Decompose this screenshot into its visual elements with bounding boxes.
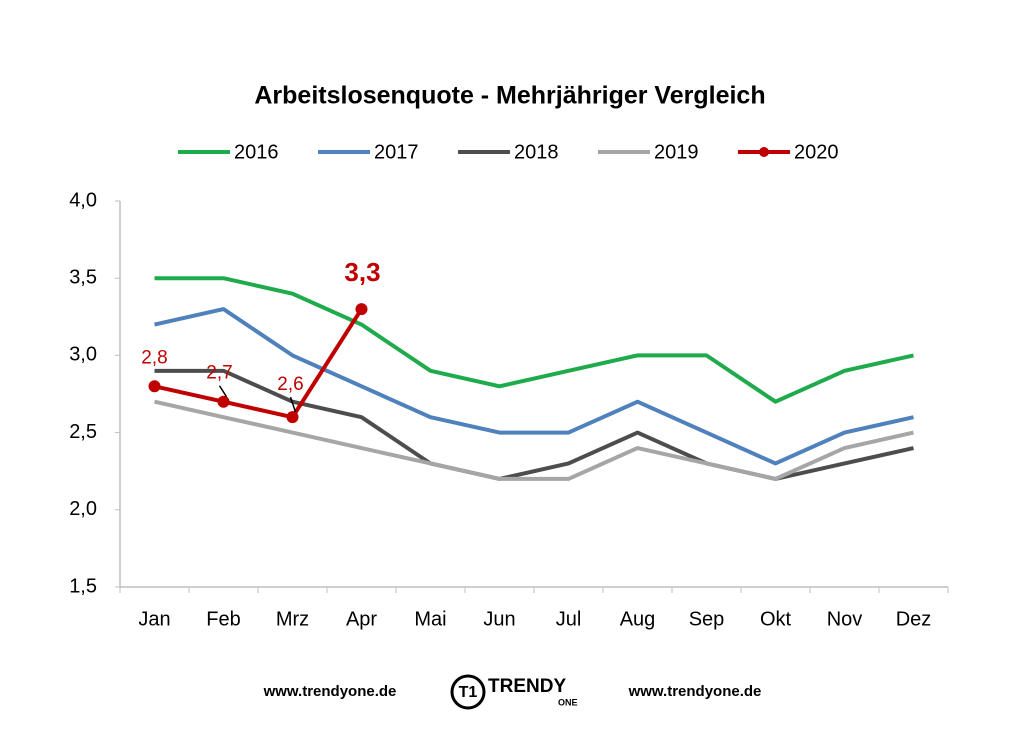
data-label: 3,3 [344, 257, 380, 287]
x-tick-label: Jan [138, 608, 170, 630]
logo-mark: T1 [459, 684, 478, 701]
chart-title: Arbeitslosenquote - Mehrjähriger Verglei… [254, 82, 765, 110]
x-tick-label: Jul [556, 608, 582, 630]
data-label: 2,8 [141, 347, 167, 368]
y-tick-label: 4,0 [69, 189, 97, 211]
x-tick-label: Okt [760, 608, 792, 630]
y-tick-label: 2,5 [69, 421, 97, 443]
series-line [154, 368, 914, 481]
legend-marker [759, 147, 769, 157]
series-line [154, 307, 914, 466]
x-tick-label: Mai [414, 608, 446, 630]
logo-text: TRENDY [488, 676, 566, 697]
x-tick-label: Mrz [276, 608, 309, 630]
x-tick-label: Dez [896, 608, 932, 630]
x-tick-label: Aug [620, 608, 656, 630]
x-tick-label: Feb [206, 608, 240, 630]
point [148, 380, 161, 393]
legend-label: 2017 [374, 141, 419, 163]
x-tick-label: Nov [827, 608, 863, 630]
logo-sub: ONE [558, 697, 578, 707]
data-label: 2,7 [206, 363, 232, 384]
point [355, 303, 368, 316]
footer-link: www.trendyone.de [628, 683, 762, 700]
x-tick-label: Sep [689, 608, 725, 630]
point [286, 411, 299, 424]
legend-label: 2020 [794, 141, 839, 163]
footer: www.trendyone.de T1 TRENDY ONE www.trend… [263, 674, 762, 710]
y-tick-label: 3,5 [69, 266, 97, 288]
legend-label: 2019 [654, 141, 699, 163]
y-tick-label: 2,0 [69, 498, 97, 520]
point [217, 395, 230, 408]
y-tick-label: 1,5 [69, 575, 97, 597]
legend-label: 2018 [514, 141, 559, 163]
logo-circle [450, 674, 486, 710]
footer-link: www.trendyone.de [263, 683, 397, 700]
data-label: 2,6 [277, 374, 303, 395]
label-leader [218, 385, 228, 398]
label-leader [289, 396, 297, 413]
series-line [154, 276, 914, 404]
series-line [154, 399, 914, 481]
x-tick-label: Apr [346, 608, 377, 630]
legend-label: 2016 [234, 141, 279, 163]
y-tick-label: 3,0 [69, 344, 97, 366]
x-tick-label: Jun [483, 608, 515, 630]
series-line [154, 308, 364, 420]
